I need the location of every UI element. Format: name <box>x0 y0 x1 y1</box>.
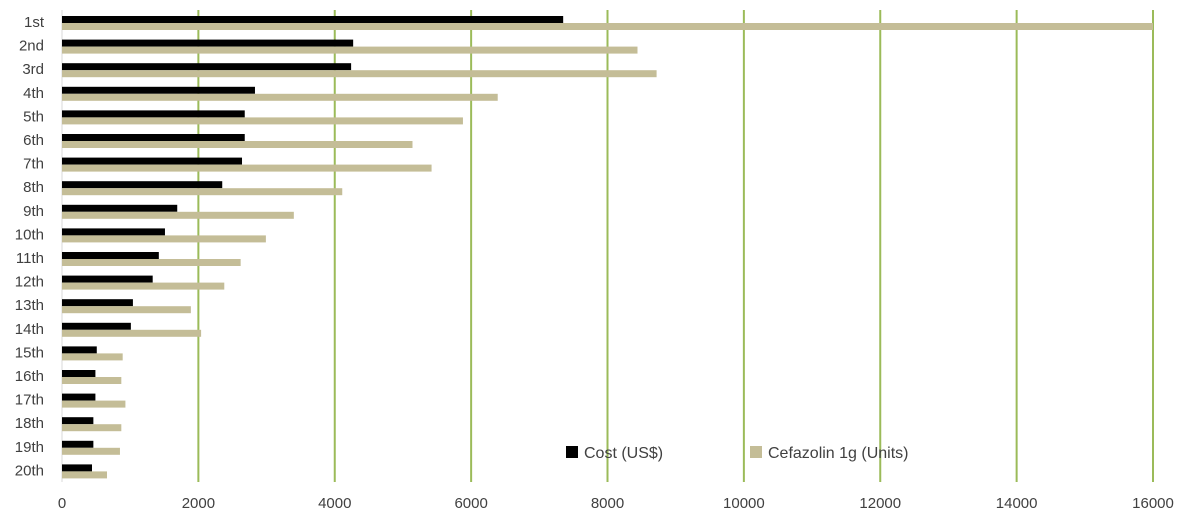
y-tick-label: 15th <box>15 344 44 361</box>
y-tick-label: 9th <box>23 203 44 220</box>
x-tick-label: 2000 <box>182 495 215 512</box>
y-tick-label: 1st <box>24 14 45 31</box>
legend-label: Cost (US$) <box>584 445 663 462</box>
y-tick-label: 4th <box>23 85 44 102</box>
y-tick-label: 16th <box>15 368 44 385</box>
bar-cost <box>62 86 255 94</box>
bar-cefazolin <box>62 70 657 78</box>
bar-cefazolin <box>62 471 108 479</box>
bar-cost <box>62 464 93 472</box>
bar-cost <box>62 181 223 189</box>
bar-cost <box>62 275 153 283</box>
x-tick-label: 12000 <box>859 495 901 512</box>
y-tick-label: 3rd <box>22 61 44 78</box>
legend-label: Cefazolin 1g (Units) <box>768 445 909 462</box>
y-tick-label: 6th <box>23 132 44 149</box>
bar-cefazolin <box>62 235 266 243</box>
bar-cost <box>62 204 178 212</box>
bar-cost <box>62 16 564 23</box>
x-tick-label: 4000 <box>318 495 351 512</box>
bar-cefazolin <box>62 211 294 219</box>
bar-cost <box>62 110 245 118</box>
bar-cefazolin <box>62 141 413 148</box>
bar-cefazolin <box>62 447 120 455</box>
bar-cost <box>62 299 133 307</box>
bar-cefazolin <box>62 282 225 290</box>
bar-cefazolin <box>62 46 638 54</box>
bar-cefazolin <box>62 424 122 432</box>
y-tick-label: 19th <box>15 439 44 456</box>
bar-cost <box>62 322 131 330</box>
bar-cost <box>62 440 94 448</box>
x-tick-label: 10000 <box>723 495 765 512</box>
bar-cefazolin <box>62 329 202 337</box>
x-tick-label: 14000 <box>996 495 1038 512</box>
y-tick-label: 18th <box>15 415 44 432</box>
bar-cost <box>62 228 165 236</box>
y-tick-label: 5th <box>23 108 44 125</box>
bar-cefazolin <box>62 259 241 266</box>
bar-cost <box>62 370 96 377</box>
bar-cost <box>62 417 94 425</box>
bar-cefazolin <box>62 117 463 125</box>
bar-cost <box>62 252 159 259</box>
y-tick-label: 8th <box>23 179 44 196</box>
bar-cost <box>62 63 352 71</box>
y-tick-label: 14th <box>15 321 44 338</box>
y-tick-label: 10th <box>15 226 44 243</box>
bar-cost <box>62 39 354 47</box>
y-tick-label: 13th <box>15 297 44 314</box>
bar-cost <box>62 346 97 354</box>
bar-cefazolin <box>62 188 343 196</box>
bar-cefazolin <box>62 164 432 172</box>
bar-cefazolin <box>62 400 126 408</box>
bar-cost <box>62 393 96 401</box>
y-tick-label: 17th <box>15 392 44 409</box>
legend-swatch <box>750 446 762 458</box>
x-tick-label: 16000 <box>1132 495 1174 512</box>
y-tick-label: 7th <box>23 156 44 173</box>
x-tick-label: 8000 <box>591 495 624 512</box>
y-tick-label: 20th <box>15 462 44 479</box>
x-tick-label: 6000 <box>454 495 487 512</box>
bar-cefazolin <box>62 377 122 384</box>
bar-cefazolin <box>62 353 123 361</box>
x-tick-label: 0 <box>58 495 66 512</box>
y-tick-label: 2nd <box>19 38 44 55</box>
bar-cefazolin <box>62 23 1153 30</box>
bar-cost <box>62 134 245 141</box>
y-tick-label: 11th <box>16 250 44 267</box>
bar-cost <box>62 157 243 165</box>
bar-cefazolin <box>62 93 498 101</box>
y-tick-label: 12th <box>15 274 44 291</box>
bar-cefazolin <box>62 306 191 314</box>
legend-swatch <box>566 446 578 458</box>
